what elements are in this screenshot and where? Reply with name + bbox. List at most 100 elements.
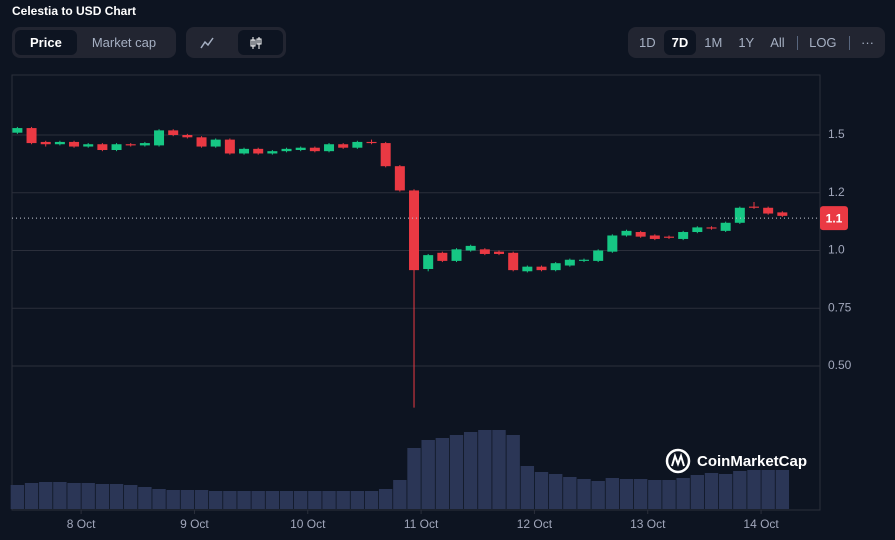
candle-body (281, 148, 292, 152)
candle-body (224, 139, 235, 154)
candle-body (649, 235, 660, 239)
x-tick-label: 11 Oct (404, 517, 439, 531)
range-button[interactable]: 1M (704, 35, 723, 50)
volume-bar (378, 489, 393, 509)
candle-body (267, 151, 278, 154)
candle-body (748, 206, 759, 208)
candle-body (678, 232, 689, 239)
volume-bar (53, 482, 67, 509)
volume-bar (364, 491, 379, 509)
x-tick-label: 14 Oct (743, 517, 779, 531)
last-price-label: 1.1 (826, 211, 843, 225)
candle-body (550, 263, 561, 271)
range-button[interactable]: 1Y (738, 35, 755, 50)
candle-body (97, 144, 108, 151)
volume-bar (350, 491, 365, 509)
volume-bar (336, 491, 350, 509)
candle-body (54, 141, 65, 145)
candle-body (720, 222, 731, 231)
x-tick-label: 12 Oct (517, 517, 553, 531)
candle-body (409, 190, 420, 271)
volume-bar (605, 478, 620, 509)
range-toggle: 1D 7D 1M 1Y All LOG ··· (628, 27, 885, 58)
volume-bar (690, 475, 705, 509)
volume-bar (308, 491, 322, 509)
y-tick-label: 0.50 (828, 358, 852, 372)
candle-body (139, 143, 150, 146)
volume-bar (152, 489, 166, 509)
candle-body (210, 139, 221, 147)
candle-body (522, 266, 533, 272)
watermark-logo (665, 448, 691, 474)
candle-body (536, 266, 547, 271)
volume-bar (180, 490, 195, 509)
y-tick-label: 1.5 (828, 127, 845, 141)
volume-bar (704, 473, 719, 509)
candle-body (663, 236, 674, 238)
volume-bar (10, 485, 25, 509)
volume-bar (166, 490, 180, 509)
candle-body (83, 144, 94, 147)
volume-bar (95, 484, 110, 509)
volume-bar (478, 430, 492, 509)
page-title: Celestia to USD Chart (12, 4, 137, 18)
volume-bar (676, 478, 690, 509)
volume-bar (194, 490, 209, 509)
range-button[interactable]: 1D (639, 35, 656, 50)
volume-bar (393, 480, 407, 509)
x-tick-label: 9 Oct (180, 517, 209, 531)
more-button[interactable]: ··· (860, 35, 874, 50)
candle-body (125, 144, 136, 146)
volume-bar (109, 484, 124, 509)
candle-body (338, 144, 349, 148)
candle-body (593, 250, 604, 261)
last-price-badge (820, 206, 848, 231)
mode-toggle: Price Market cap (12, 27, 176, 58)
volume-bar (463, 432, 478, 509)
volume-bar (577, 479, 591, 509)
candle-body (168, 130, 179, 135)
volume-bar (633, 479, 648, 509)
volume-bar (39, 482, 53, 509)
volume-bar (548, 474, 563, 509)
volume-bar (775, 470, 790, 509)
volume-bar (492, 430, 506, 509)
candle-body (394, 166, 405, 191)
candle-icon (250, 36, 262, 49)
chart-type-toggle (186, 27, 286, 58)
candle-body (309, 147, 320, 152)
candle-body (579, 259, 590, 261)
candle-body (111, 144, 122, 151)
range-button[interactable]: 7D (663, 30, 697, 55)
volume-bar (449, 435, 464, 509)
volume-bar (237, 491, 251, 509)
candle-body (380, 143, 391, 167)
plot-border (11, 74, 821, 511)
candle-chart-button[interactable] (238, 30, 283, 55)
candle-body (324, 144, 335, 152)
candle-body (763, 207, 774, 214)
candle-body (621, 230, 632, 236)
candle-body (465, 245, 476, 251)
volume-bar (435, 438, 450, 509)
volume-bar (24, 483, 39, 509)
mode-button[interactable]: Market cap (91, 35, 157, 50)
volume-bar (67, 483, 81, 509)
candle-body (12, 128, 23, 133)
range-button[interactable]: All (770, 35, 785, 50)
volume-bar (733, 471, 747, 509)
volume-bar (322, 491, 336, 509)
candle-body (423, 255, 434, 269)
log-button[interactable]: LOG (809, 35, 837, 50)
volume-bar (591, 481, 605, 509)
line-chart-button[interactable] (189, 30, 234, 55)
candle-body (239, 148, 250, 154)
mode-button[interactable]: Price (15, 30, 77, 55)
candle-body (494, 251, 505, 254)
candle-body (777, 212, 788, 216)
volume-bar (761, 470, 775, 509)
x-tick-label: 8 Oct (67, 517, 96, 531)
volume-bar (619, 479, 634, 509)
candle-body (26, 128, 37, 144)
volume-bar (293, 491, 308, 509)
